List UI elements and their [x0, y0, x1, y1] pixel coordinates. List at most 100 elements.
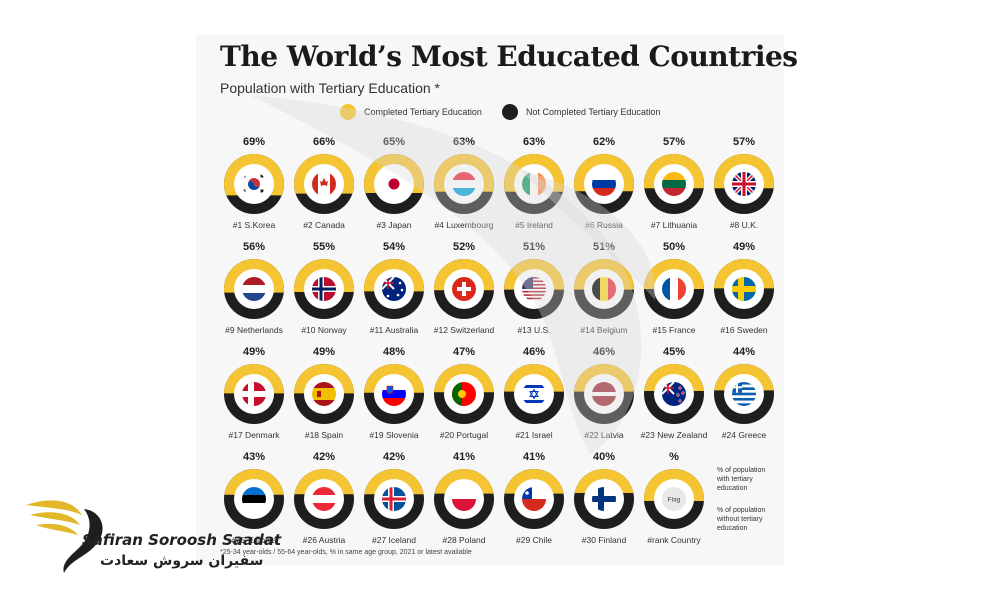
- page-title: The World’s Most Educated Countries: [220, 40, 798, 73]
- country-denmark-rank-label: #17 Denmark: [228, 430, 280, 440]
- country-slovenia-ring: [364, 364, 424, 424]
- country-spain: 49% #18 Spain: [292, 346, 372, 451]
- country-france-flag-icon: [662, 277, 686, 301]
- country-latvia-flag-icon: [592, 382, 616, 406]
- country-estonia-rank-label: #25 Estonia: [231, 535, 277, 545]
- country-estonia-ring: [224, 469, 284, 529]
- country-australia-ring: [364, 259, 424, 319]
- country-israel-flag-icon: [522, 382, 546, 406]
- country-chile-flag-icon: [522, 487, 546, 511]
- key-example-flag-icon: [662, 487, 686, 511]
- country-spain-flag-icon: [312, 382, 336, 406]
- brand-name-fa: سفیران سروش سعادت: [100, 553, 264, 569]
- legend-not-completed-swatch: [502, 104, 518, 120]
- country-s-korea-flag-icon: [242, 172, 266, 196]
- country-iceland-rank-label: #27 Iceland: [372, 535, 416, 545]
- country-belgium-flag-icon: [592, 277, 616, 301]
- country-norway-value-label: 55%: [312, 241, 336, 253]
- country-finland-rank-label: #30 Finland: [581, 535, 627, 545]
- country-s-korea: 69% #1 S.Korea: [222, 136, 302, 241]
- country-u-k-ring: [714, 154, 774, 214]
- country-russia-flag-icon: [592, 172, 616, 196]
- legend-completed: Completed Tertiary Education: [340, 104, 482, 120]
- country-finland-flag-icon: [592, 487, 616, 511]
- country-latvia: 46% #22 Latvia: [572, 346, 652, 451]
- country-new-zealand-value-label: 45%: [662, 346, 686, 358]
- country-australia: 54% #11 Australia: [362, 241, 442, 346]
- country-russia-value-label: 62%: [592, 136, 616, 148]
- country-netherlands: 56% #9 Netherlands: [222, 241, 302, 346]
- country-u-k-flag-icon: [732, 172, 756, 196]
- country-france: 50% #15 France: [642, 241, 722, 346]
- country-canada-ring: [294, 154, 354, 214]
- country-estonia-value-label: 43%: [242, 451, 266, 463]
- country-spain-value-label: 49%: [312, 346, 336, 358]
- country-sweden-flag-icon: [732, 277, 756, 301]
- country-new-zealand: 45% #23 New Zealand: [641, 346, 722, 451]
- country-estonia-flag-icon: [242, 487, 266, 511]
- brand-logo: [26, 500, 103, 573]
- country-u-s-value-label: 51%: [522, 241, 546, 253]
- country-france-rank-label: #15 France: [652, 325, 696, 335]
- country-slovenia: 48% #19 Slovenia: [362, 346, 442, 451]
- country-canada-rank-label: #2 Canada: [303, 220, 345, 230]
- country-ireland-flag-icon: [522, 172, 546, 196]
- country-israel-rank-label: #21 Israel: [515, 430, 553, 440]
- footnote: *25-34 year-olds / 55-64 year-olds, % in…: [220, 549, 472, 556]
- country-lithuania: 57% #7 Lithuania: [642, 136, 722, 241]
- country-russia-rank-label: #6 Russia: [585, 220, 623, 230]
- country-new-zealand-flag-icon: [662, 382, 686, 406]
- country-luxembourg-rank-label: #4 Luxembourg: [434, 220, 494, 230]
- country-luxembourg: 63% #4 Luxembourg: [432, 136, 512, 241]
- country-australia-flag-icon: [382, 277, 406, 301]
- country-slovenia-value-label: 48%: [382, 346, 406, 358]
- country-latvia-ring: [574, 364, 634, 424]
- country-ireland-rank-label: #5 Ireland: [515, 220, 553, 230]
- country-u-k: 57% #8 U.K.: [712, 136, 792, 241]
- country-austria-ring: [294, 469, 354, 529]
- country-switzerland-flag-icon: [452, 277, 476, 301]
- country-switzerland-ring: [434, 259, 494, 319]
- country-finland-ring: [574, 469, 634, 529]
- country-australia-rank-label: #11 Australia: [369, 325, 419, 335]
- country-netherlands-flag-icon: [242, 277, 266, 301]
- country-russia-ring: [574, 154, 634, 214]
- country-iceland-flag-icon: [382, 487, 406, 511]
- country-lithuania-flag-icon: [662, 172, 686, 196]
- country-u-s-rank-label: #13 U.S.: [517, 325, 551, 335]
- country-portugal: 47% #20 Portugal: [432, 346, 512, 451]
- country-austria-value-label: 42%: [312, 451, 336, 463]
- country-sweden-value-label: 49%: [732, 241, 756, 253]
- country-japan-flag-icon: [382, 172, 406, 196]
- country-france-ring: [644, 259, 704, 319]
- country-russia: 62% #6 Russia: [572, 136, 652, 241]
- country-norway: 55% #10 Norway: [292, 241, 372, 346]
- country-japan: 65% #3 Japan: [362, 136, 442, 241]
- country-spain-ring: [294, 364, 354, 424]
- country-slovenia-flag-icon: [382, 382, 406, 406]
- country-ireland-ring: [504, 154, 564, 214]
- country-sweden: 49% #16 Sweden: [712, 241, 792, 346]
- country-poland: 41% #28 Poland: [432, 451, 512, 556]
- country-australia-value-label: 54%: [382, 241, 406, 253]
- country-iceland: 42% #27 Iceland: [362, 451, 442, 556]
- country-luxembourg-flag-icon: [452, 172, 476, 196]
- country-norway-ring: [294, 259, 354, 319]
- country-denmark-value-label: 49%: [242, 346, 266, 358]
- country-poland-value-label: 41%: [452, 451, 476, 463]
- country-ireland: 63% #5 Ireland: [502, 136, 582, 241]
- country-estonia: 43% #25 Estonia: [222, 451, 302, 556]
- country-greece-flag-icon: [732, 382, 756, 406]
- country-iceland-ring: [364, 469, 424, 529]
- country-luxembourg-value-label: 63%: [452, 136, 476, 148]
- country-lithuania-rank-label: #7 Lithuania: [650, 220, 698, 230]
- country-denmark-ring: [224, 364, 284, 424]
- country-u-s-ring: [504, 259, 564, 319]
- country-finland: 40% #30 Finland: [572, 451, 652, 556]
- country-greece: 44% #24 Greece: [712, 346, 792, 451]
- country-sweden-rank-label: #16 Sweden: [720, 325, 768, 335]
- country-portugal-rank-label: #20 Portugal: [439, 430, 489, 440]
- country-u-s-flag-icon: [522, 277, 546, 301]
- country-switzerland-rank-label: #12 Switzerland: [433, 325, 495, 335]
- country-austria-flag-icon: [312, 487, 336, 511]
